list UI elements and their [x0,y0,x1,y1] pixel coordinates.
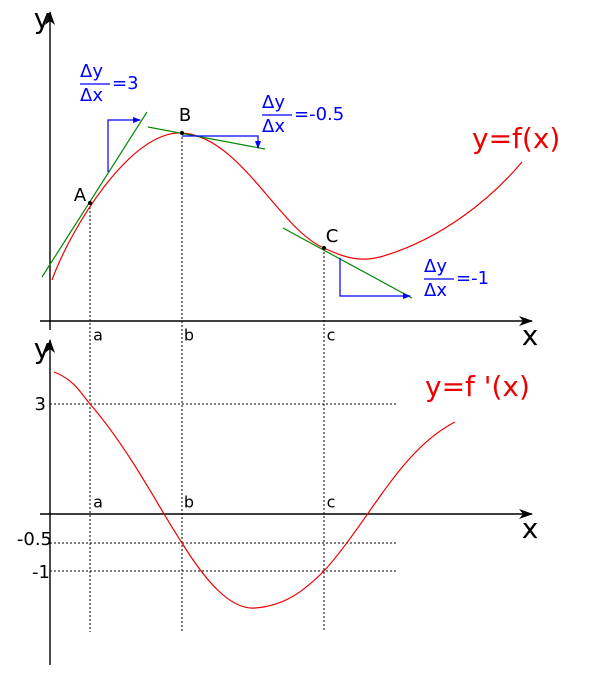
y-axis-label: y [34,332,51,365]
slope-denominator: Δx [80,85,103,106]
slope-numerator: Δy [424,256,447,277]
slope-value: =-1 [456,268,489,289]
guide-lines [89,133,325,632]
y-mark: -0.5 [17,529,52,550]
slope-value: =-0.5 [294,104,344,125]
point-c [322,246,326,250]
x-mark: b [184,493,194,512]
point-label: B [179,105,191,126]
x-mark: b [184,326,194,345]
y-axis-label: y [34,2,51,35]
tangent-c [282,227,413,299]
point-label: A [74,185,87,206]
derivative-curve [53,371,456,609]
point-label: C [326,226,339,247]
bottom-graph: y x 3 -0.5 -1 a b c y=f '(x) [17,332,538,665]
x-axis-label: x [522,319,539,352]
x-mark: c [327,326,336,345]
slope-denominator: Δx [424,280,447,301]
function-label: y=f(x) [472,122,560,155]
slope-denominator: Δx [262,116,285,137]
y-mark: -1 [32,562,50,583]
delta-b [182,135,261,149]
slope-numerator: Δy [262,92,285,113]
top-graph: y x A B C a b c Δy Δx =3 Δy Δx =-0.5 Δy … [34,2,560,632]
function-label: y=f '(x) [425,370,530,403]
tangent-b [147,126,266,150]
level-lines [50,403,398,572]
slope-numerator: Δy [80,61,103,82]
y-mark: 3 [35,394,46,415]
delta-c [339,258,411,299]
x-mark: a [93,493,103,512]
x-mark: c [327,493,336,512]
function-curve [51,132,523,281]
x-axis-label: x [522,512,539,545]
x-mark: a [93,326,103,345]
point-b [180,131,184,135]
tangent-a [41,111,148,278]
slope-value: =3 [112,73,139,94]
point-a [88,201,92,205]
delta-a [107,117,141,172]
